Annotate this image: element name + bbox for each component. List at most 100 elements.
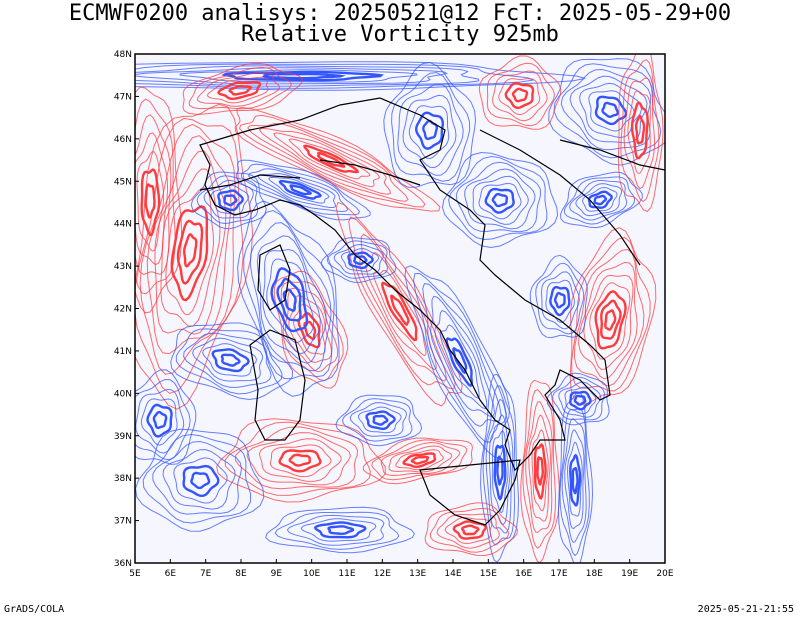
negative-vorticity-contours — [404, 265, 510, 459]
positive-vorticity-contours — [569, 227, 657, 406]
contour-line — [567, 441, 583, 517]
positive-vorticity-contours — [478, 55, 562, 130]
positive-vorticity-contours — [424, 502, 519, 557]
contour-line — [335, 201, 463, 407]
contour-line — [573, 394, 587, 406]
contour-line — [243, 209, 335, 380]
contour-line — [224, 421, 371, 496]
contour-line — [594, 95, 628, 126]
contour-line — [249, 222, 332, 372]
contour-line — [536, 456, 545, 487]
map-subtitle: Relative Vorticity 925mb — [241, 22, 559, 47]
lat-label: 44N — [114, 220, 132, 230]
contour-line — [274, 511, 400, 550]
negative-vorticity-contours — [335, 394, 423, 447]
lon-label: 13E — [409, 569, 426, 579]
negative-vorticity-contours — [557, 391, 594, 563]
contour-line — [531, 429, 549, 512]
contour-line — [504, 82, 535, 110]
lon-label: 9E — [271, 569, 283, 579]
contour-line — [183, 233, 198, 268]
contour-line — [498, 77, 541, 116]
contour-line — [206, 76, 269, 104]
contour-line — [391, 72, 471, 182]
contour-line — [533, 443, 547, 500]
contour-line — [455, 161, 542, 233]
contour-line — [559, 407, 590, 557]
contour-line — [422, 119, 438, 141]
contour-line — [246, 432, 351, 486]
contour-line — [188, 66, 293, 110]
lon-label: 11E — [338, 569, 355, 579]
contour-line — [402, 94, 457, 169]
contour-line — [383, 61, 477, 188]
contour-line — [588, 90, 635, 132]
contour-line — [630, 101, 649, 160]
contour-line — [269, 444, 332, 478]
contour-line — [235, 159, 371, 221]
negative-vorticity-contours — [529, 254, 588, 339]
negative-vorticity-contours — [170, 322, 293, 400]
contour-line — [220, 353, 241, 367]
lon-label: 7E — [200, 569, 212, 579]
contour-line — [410, 455, 430, 465]
contour-line — [266, 258, 315, 343]
contour-line — [273, 132, 381, 188]
contour-line — [552, 376, 606, 421]
contour-line — [238, 114, 426, 208]
lon-label: 19E — [621, 569, 638, 579]
contour-line — [135, 378, 191, 461]
lon-label: 5E — [129, 569, 141, 579]
contour-line — [333, 243, 385, 275]
contour-line — [146, 403, 173, 438]
contour-line — [142, 433, 252, 524]
contour-line — [491, 193, 509, 208]
contour-line — [359, 233, 447, 382]
lat-label: 36N — [114, 559, 132, 569]
contour-line — [273, 270, 349, 389]
contour-line — [175, 328, 283, 395]
contour-line — [381, 281, 418, 342]
vorticity-contour-field — [135, 54, 665, 563]
lat-label: 48N — [114, 50, 132, 60]
contour-line — [190, 471, 211, 490]
lat-label: 42N — [114, 305, 132, 315]
contour-line — [589, 282, 631, 360]
lon-label: 17E — [550, 569, 567, 579]
contour-line — [248, 168, 349, 213]
contour-line — [258, 438, 342, 482]
contour-line — [135, 65, 480, 87]
positive-vorticity-contours — [362, 437, 473, 485]
lat-label: 37N — [114, 517, 132, 527]
contour-line — [545, 279, 575, 323]
contour-line — [635, 114, 646, 145]
contour-line — [347, 251, 374, 270]
contour-line — [288, 453, 311, 467]
contour-line — [525, 401, 553, 533]
coastline-borders — [199, 97, 665, 526]
lon-label: 12E — [374, 569, 391, 579]
contour-line — [144, 183, 156, 219]
contour-line — [373, 270, 427, 357]
contour-line — [395, 449, 444, 471]
contour-line — [303, 320, 317, 341]
negative-vorticity-contours — [441, 151, 559, 249]
contour-line — [496, 455, 504, 486]
lon-label: 15E — [480, 569, 497, 579]
contour-line — [561, 418, 587, 543]
contour-line — [265, 506, 415, 554]
contour-line — [388, 445, 453, 473]
contour-line — [627, 90, 651, 175]
contour-line — [136, 151, 165, 252]
contour-line — [335, 394, 423, 447]
contour-line — [574, 249, 645, 387]
contour-line — [553, 291, 566, 309]
contour-line — [240, 163, 361, 216]
contour-line — [579, 82, 642, 138]
contour-line — [397, 83, 464, 176]
contour-line — [170, 205, 209, 302]
contour-line — [601, 101, 619, 118]
contour-line — [192, 337, 263, 382]
contour-line — [278, 179, 323, 200]
